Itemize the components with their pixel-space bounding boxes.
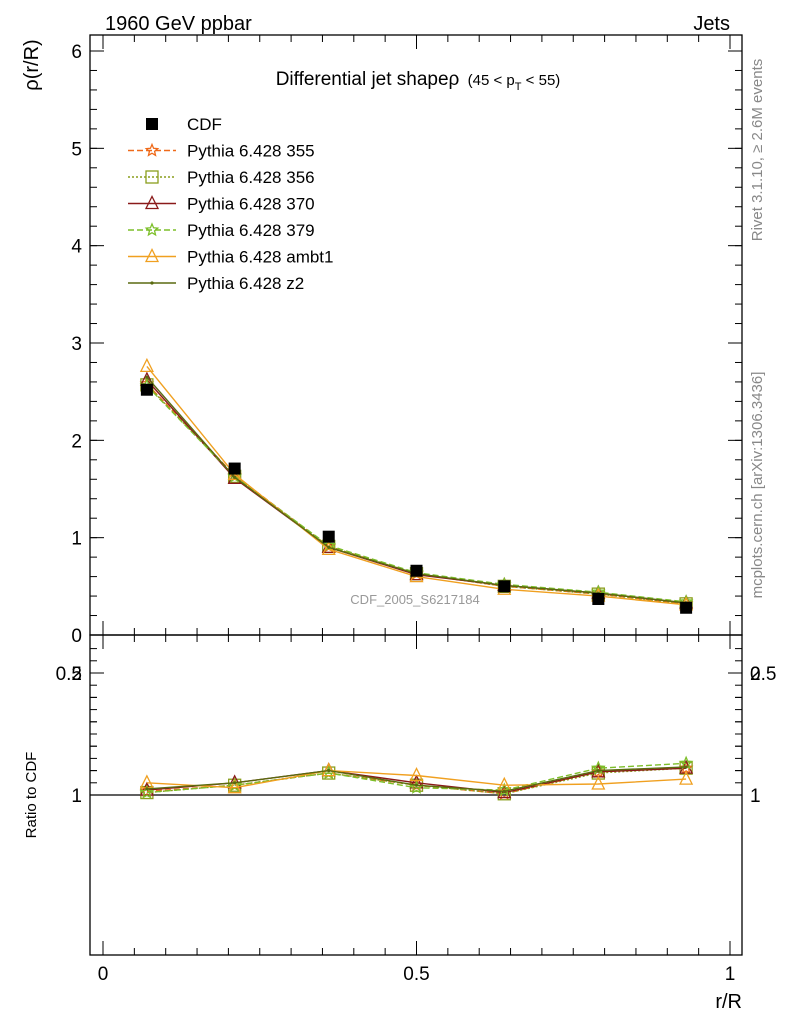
- legend: CDF Pythia 6.428 355 Pythia 6.428 356 Pythi…: [128, 115, 333, 293]
- main-series-point-5: [145, 375, 149, 379]
- header-right-label: Jets: [693, 13, 730, 35]
- cdf-data-point: [322, 530, 335, 543]
- ratio-series-point-5: [684, 765, 688, 769]
- side-label-top: Rivet 3.1.10, ≥ 2.6M events: [749, 59, 766, 242]
- ratio-series-point-5: [327, 769, 331, 773]
- chart-title-suffix: (45 < p: [468, 72, 515, 89]
- legend-label-5: Pythia 6.428 z2: [187, 274, 304, 293]
- legend-label-3: Pythia 6.428 379: [187, 221, 315, 240]
- ratio-series-point-4: [591, 775, 606, 790]
- legend-marker-3: [144, 222, 160, 237]
- ratio-series-point-4: [321, 762, 336, 777]
- legend-marker-2: [144, 195, 160, 210]
- ratio-ytick-label: 0.5: [56, 664, 82, 685]
- legend-marker-cdf: [146, 118, 158, 130]
- legend-label-1: Pythia 6.428 356: [187, 168, 315, 187]
- main-series-point-5: [327, 545, 331, 550]
- chart-title: Differential jet shapeρ (45 < pT < 55): [276, 69, 561, 93]
- svg-text:Differential jet shapeρ: Differential jet shapeρ (45 < pT < 55): [276, 69, 561, 93]
- legend-marker-5: [150, 281, 154, 285]
- ratio-series-point-5: [596, 769, 600, 773]
- header-left-label: 1960 GeV ppbar: [105, 13, 252, 35]
- chart-title-end: < 55): [522, 72, 561, 89]
- side-label-bottom: mcplots.cern.ch [arXiv:1306.3436]: [749, 372, 766, 599]
- series-layer: [139, 357, 694, 801]
- cdf-data-point: [140, 383, 153, 396]
- xlabel: r/R: [715, 991, 742, 1013]
- main-ytick-label: 1: [71, 529, 82, 550]
- ratio-ytick-label: 2: [71, 664, 82, 685]
- main-ytick-label: 2: [71, 431, 82, 452]
- ratio-ytick-label-right: 0.5: [750, 664, 776, 685]
- legend-marker-4: [144, 248, 160, 263]
- cdf-data-point: [680, 601, 693, 614]
- chart-title-sub: T: [515, 81, 522, 93]
- main-series-point-4: [139, 357, 154, 373]
- axes: 0 1 2 3 4 5 6 0 0.5 1 0.5 0.5 1 1 2 2: [56, 34, 776, 985]
- legend-marker-0: [144, 142, 160, 157]
- main-ytick-label: 5: [71, 139, 82, 160]
- legend-label-cdf: CDF: [187, 115, 222, 134]
- legend-label-0: Pythia 6.428 355: [187, 142, 315, 161]
- ratio-series-point-1: [497, 787, 511, 801]
- ratio-series-point-5: [502, 789, 506, 793]
- cdf-data-point: [592, 592, 605, 605]
- main-ytick-label: 3: [71, 334, 82, 355]
- ratio-xtick-label: 0: [98, 964, 109, 985]
- ratio-series-point-4: [409, 767, 424, 782]
- watermark: CDF_2005_S6217184: [350, 592, 479, 607]
- main-ytick-label: 4: [71, 237, 82, 258]
- ratio-ytick-label-right: 1: [750, 786, 761, 807]
- cdf-data-point: [410, 564, 423, 577]
- main-ylabel: ρ(r/R): [21, 39, 43, 90]
- ratio-series-line-1: [146, 767, 687, 795]
- ratio-series-point-5: [233, 781, 237, 785]
- legend-marker-1: [145, 170, 159, 184]
- ratio-series-line-3: [146, 762, 687, 794]
- legend-label-2: Pythia 6.428 370: [187, 195, 315, 214]
- main-series-point-5: [233, 475, 237, 479]
- legend-label-4: Pythia 6.428 ambt1: [187, 248, 333, 267]
- ratio-xtick-label: 1: [725, 964, 736, 985]
- ratio-series-point-3: [139, 784, 155, 799]
- ratio-series-point-5: [145, 787, 149, 791]
- chart-title-main: Differential jet shapeρ: [276, 69, 460, 90]
- main-ytick-label: 6: [71, 42, 82, 63]
- cdf-data-point: [228, 462, 241, 475]
- cdf-data-point: [498, 580, 511, 593]
- ratio-ylabel: Ratio to CDF: [23, 752, 40, 839]
- ratio-ytick-label: 1: [71, 786, 82, 807]
- ratio-ytick-label-right: 2: [750, 664, 761, 685]
- ratio-series-point-4: [679, 770, 694, 785]
- ratio-series-line-4: [146, 769, 687, 789]
- main-ytick-label: 0: [71, 626, 82, 647]
- ratio-series-point-5: [414, 783, 419, 787]
- ratio-xtick-label: 0.5: [403, 964, 429, 985]
- ratio-series-point-4: [227, 779, 242, 794]
